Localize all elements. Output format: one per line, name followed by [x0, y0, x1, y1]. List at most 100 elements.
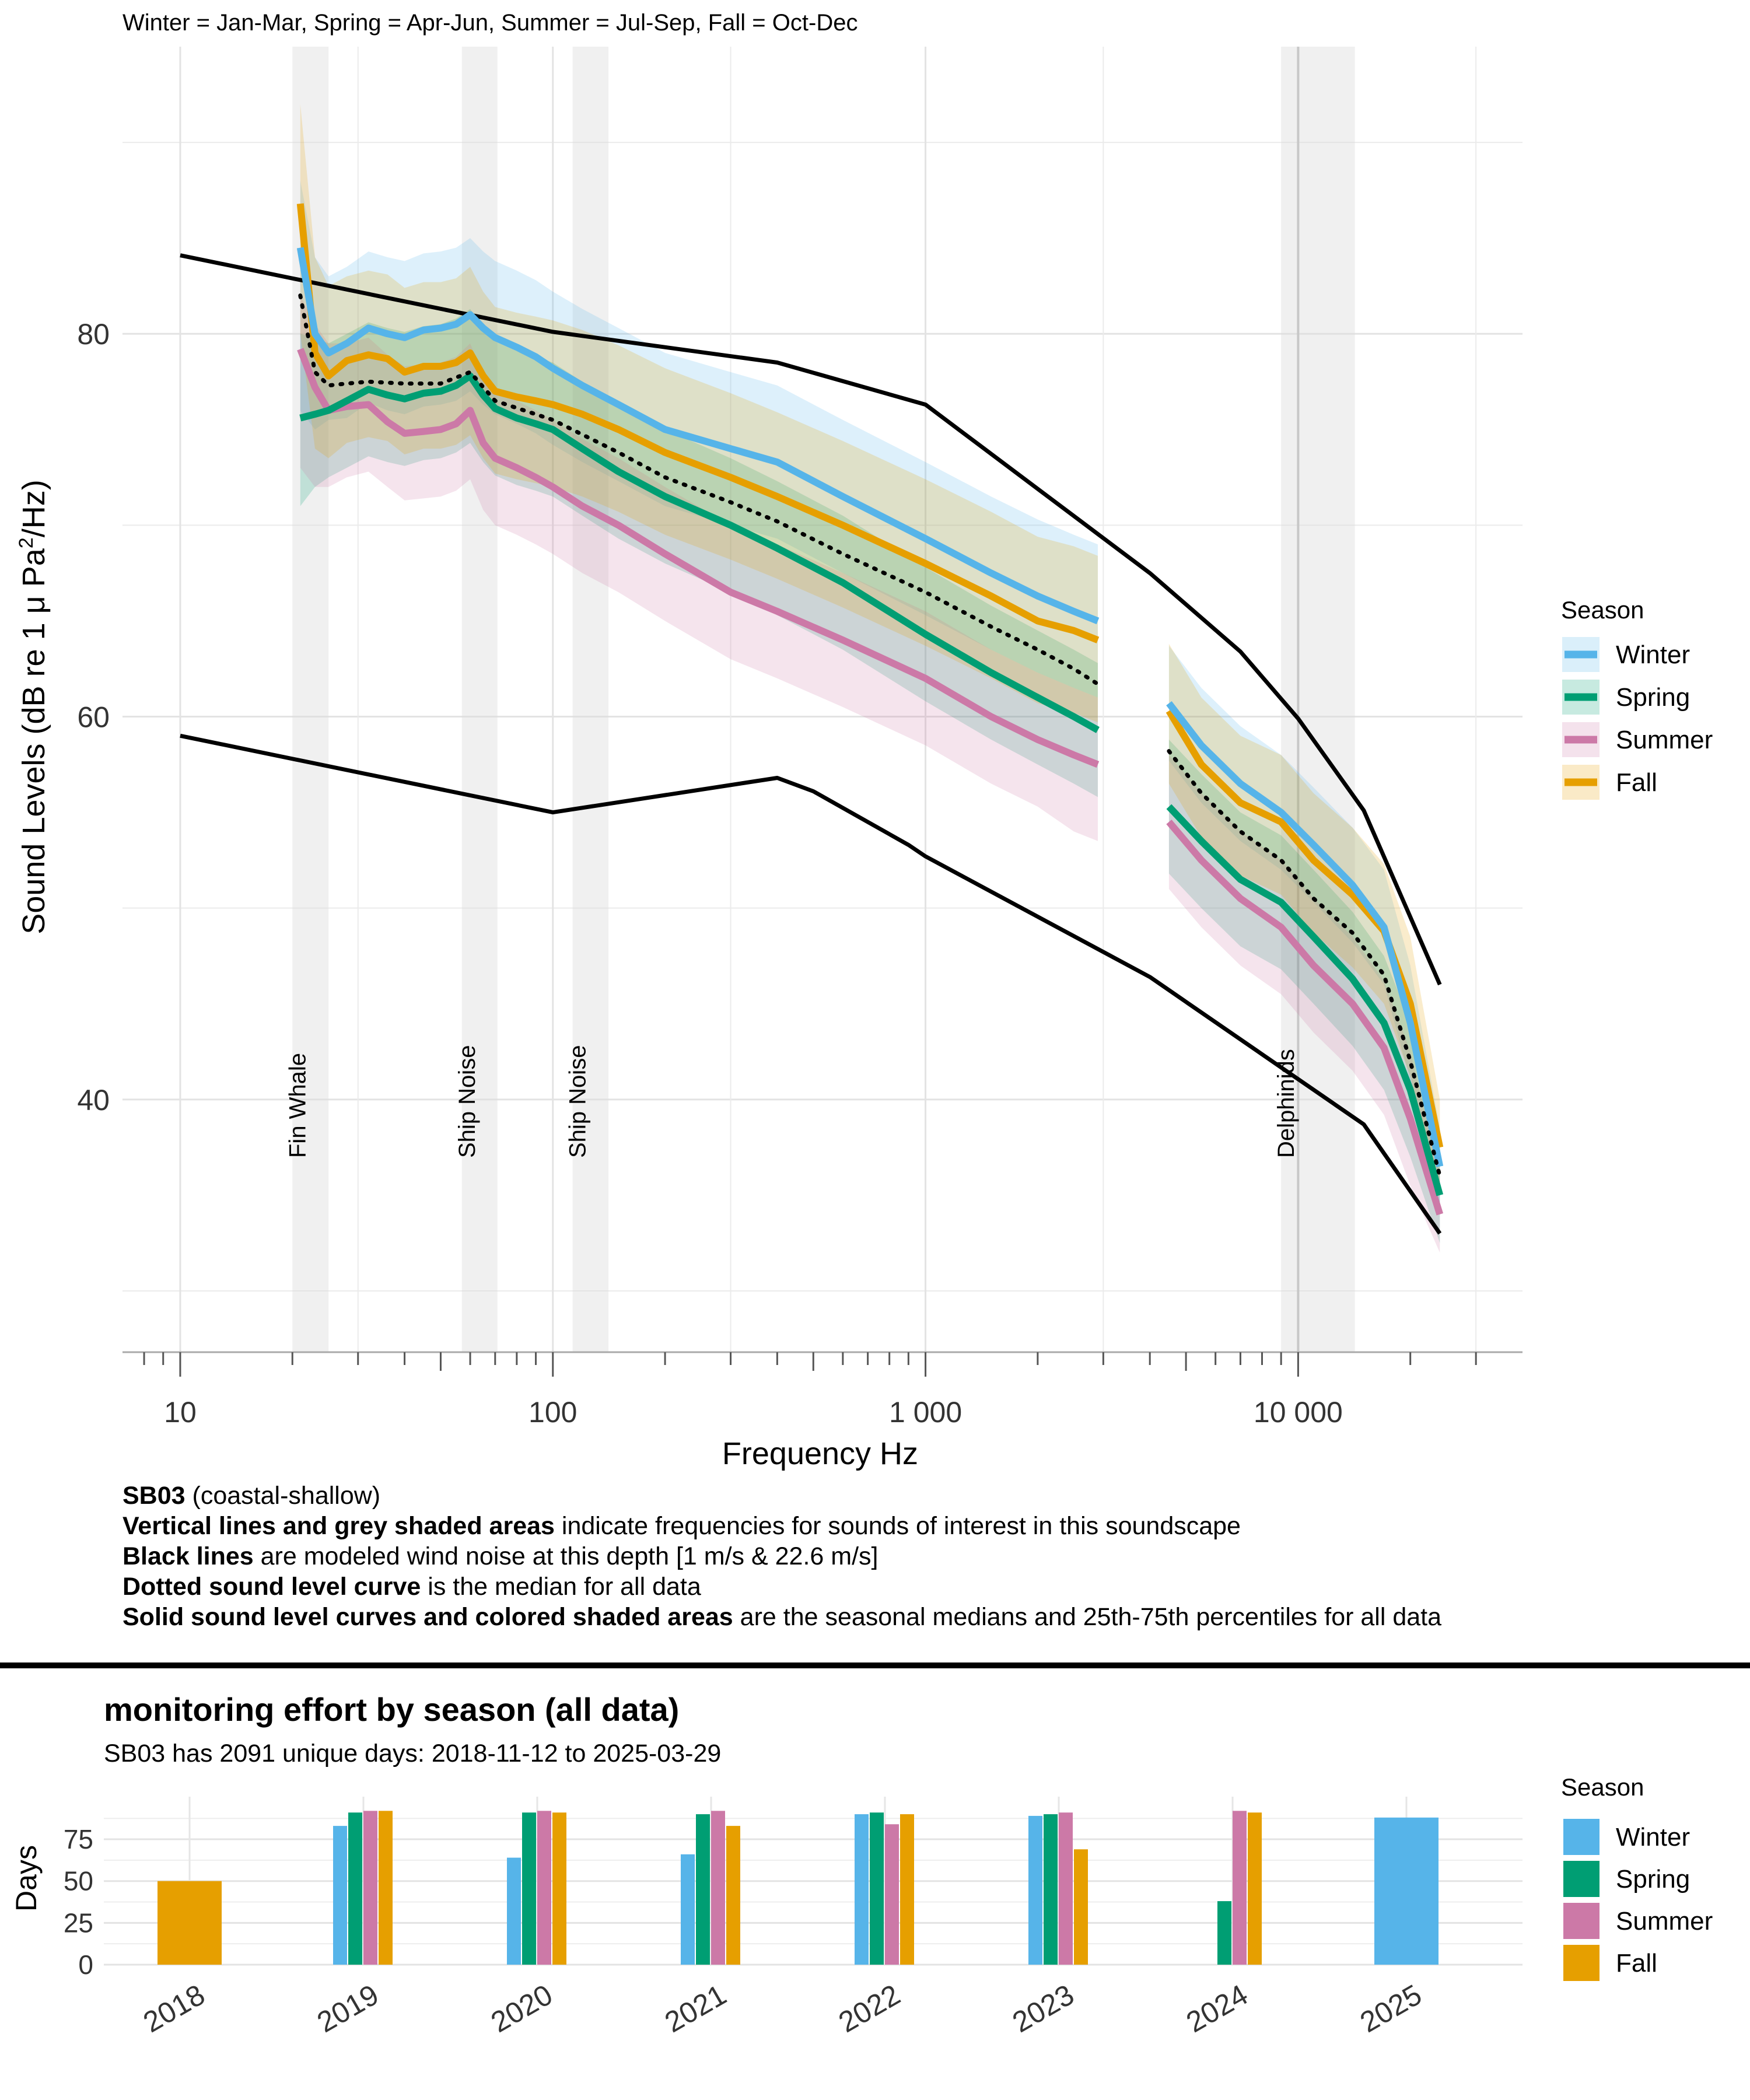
line-winter — [1166, 701, 1444, 1167]
effort-legend-swatch-spring — [1563, 1861, 1600, 1897]
y-axis-title: Sound Levels (dB re 1 μ Pa2/Hz) — [15, 480, 51, 934]
sound-level-chart: Winter = Jan-Mar, Spring = Apr-Jun, Summ… — [15, 10, 1713, 1471]
interest-band — [292, 47, 329, 1352]
effort-x-tick-label: 2021 — [659, 1978, 732, 2039]
bar-fall-2019 — [379, 1811, 393, 1965]
line-spring — [299, 372, 1100, 733]
caption: SB03 (coastal-shallow) Vertical lines an… — [123, 1480, 1441, 1632]
effort-chart: monitoring effort by season (all data) S… — [10, 1691, 1713, 2039]
bar-winter-2020 — [507, 1857, 521, 1965]
effort-legend-label-fall: Fall — [1616, 1949, 1657, 1978]
effort-grid — [104, 1797, 1522, 1966]
effort-y-tick-label: 25 — [64, 1908, 93, 1938]
line-spring — [1166, 804, 1444, 1196]
caption-text-5: are the seasonal medians and 25th-75th p… — [733, 1603, 1442, 1631]
y-axis-title-end: /Hz) — [16, 480, 51, 537]
effort-bars — [158, 1811, 1438, 1965]
bar-fall-2024 — [1248, 1812, 1262, 1965]
x-axis-title: Frequency Hz — [722, 1436, 918, 1471]
effort-x-tick-label: 2024 — [1181, 1978, 1253, 2039]
bar-spring-2022 — [870, 1812, 884, 1965]
y-axis-title-sup: 2 — [15, 537, 37, 548]
bar-spring-2023 — [1044, 1814, 1058, 1965]
bar-spring-2021 — [696, 1814, 710, 1965]
effort-subtitle: SB03 has 2091 unique days: 2018-11-12 to… — [104, 1740, 721, 1768]
band-label: Fin Whale — [285, 1053, 310, 1158]
line-summer — [297, 348, 1100, 768]
bar-fall-2023 — [1074, 1849, 1088, 1965]
x-tick-label: 10 — [164, 1396, 197, 1429]
caption-bold-5: Solid sound level curves and colored sha… — [123, 1603, 733, 1631]
caption-text-2: indicate frequencies for sounds of inter… — [554, 1512, 1241, 1540]
bar-summer-2024 — [1233, 1811, 1247, 1965]
legend-label-spring: Spring — [1616, 683, 1690, 712]
effort-legend-swatch-summer — [1563, 1903, 1600, 1939]
seasonal-median-lines — [296, 203, 1444, 1216]
bar-fall-2022 — [900, 1814, 914, 1965]
ribbon-summer — [300, 295, 1098, 841]
caption-bold-4: Dotted sound level curve — [123, 1573, 421, 1601]
band-label: Ship Noise — [454, 1045, 480, 1158]
bar-spring-2019 — [348, 1812, 362, 1965]
percentile-ribbons — [300, 104, 1440, 1253]
caption-line-2: Vertical lines and grey shaded areas ind… — [123, 1511, 1441, 1541]
bar-fall-2020 — [552, 1812, 566, 1965]
chart-subtitle: Winter = Jan-Mar, Spring = Apr-Jun, Summ… — [123, 10, 858, 36]
legend-label-summer: Summer — [1616, 726, 1713, 754]
bar-winter-2025 — [1374, 1817, 1438, 1965]
caption-line-5: Solid sound level curves and colored sha… — [123, 1602, 1441, 1632]
x-tick-label: 1 000 — [889, 1396, 962, 1429]
line-winter — [296, 247, 1100, 625]
effort-y-tick-label: 0 — [78, 1950, 93, 1980]
wind-noise-lines — [180, 253, 1442, 1235]
effort-x-tick-label: 2022 — [833, 1978, 905, 2039]
y-axis-title-main: Sound Levels (dB re 1 μ Pa — [16, 548, 51, 934]
median-dotted-line — [298, 293, 1100, 687]
interest-band — [461, 47, 498, 1352]
legend: Season Winter Spring Summer Fall — [1561, 596, 1713, 800]
effort-legend-swatch-fall — [1563, 1945, 1600, 1981]
legend-label-fall: Fall — [1616, 768, 1657, 797]
y-tick-label: 80 — [77, 318, 110, 351]
overall-median-line — [298, 293, 1442, 1178]
caption-text-3: are modeled wind noise at this depth [1 … — [253, 1542, 878, 1570]
ribbon-winter — [1168, 646, 1440, 1205]
ribbon-spring — [300, 309, 1098, 797]
effort-legend-title: Season — [1561, 1773, 1644, 1801]
effort-y-axis-title: Days — [10, 1845, 43, 1912]
effort-legend: Season Winter Spring Summer Fall — [1561, 1773, 1713, 1981]
bar-summer-2023 — [1059, 1812, 1073, 1965]
bar-winter-2019 — [333, 1826, 347, 1965]
interest-bands — [292, 47, 1355, 1352]
caption-line-3: Black lines are modeled wind noise at th… — [123, 1541, 1441, 1572]
wind-noise-line — [180, 253, 1442, 986]
band-labels: Fin Whale Ship Noise Ship Noise Delphinids — [285, 1045, 1299, 1158]
y-tick-label: 60 — [77, 701, 110, 734]
effort-title: monitoring effort by season (all data) — [104, 1691, 679, 1728]
bar-spring-2020 — [522, 1812, 536, 1965]
median-dotted-line — [1167, 749, 1442, 1178]
effort-x-tick-label: 2025 — [1354, 1978, 1427, 2039]
effort-x-tick-label: 2020 — [485, 1978, 558, 2039]
band-label: Ship Noise — [565, 1045, 591, 1158]
effort-legend-swatch-winter — [1563, 1819, 1600, 1855]
caption-bold-2: Vertical lines and grey shaded areas — [123, 1512, 555, 1540]
effort-legend-label-spring: Spring — [1616, 1865, 1690, 1894]
line-summer — [1166, 820, 1444, 1216]
caption-line-4: Dotted sound level curve is the median f… — [123, 1572, 1441, 1602]
bar-winter-2023 — [1028, 1815, 1042, 1965]
bar-fall-2021 — [726, 1826, 740, 1965]
caption-line-1: SB03 (coastal-shallow) — [123, 1480, 1441, 1511]
caption-site: SB03 — [123, 1482, 186, 1510]
bar-summer-2020 — [537, 1811, 551, 1965]
band-label: Delphinids — [1273, 1049, 1299, 1158]
effort-y-tick-label: 75 — [64, 1824, 93, 1854]
interest-band — [572, 47, 609, 1352]
caption-text-4: is the median for all data — [421, 1573, 701, 1601]
caption-bold-3: Black lines — [123, 1542, 254, 1570]
bar-summer-2019 — [363, 1811, 377, 1965]
x-tick-label: 10 000 — [1254, 1396, 1343, 1429]
caption-site-desc: (coastal-shallow) — [185, 1482, 381, 1510]
bar-winter-2022 — [855, 1814, 869, 1965]
bar-fall-2018 — [158, 1881, 222, 1965]
